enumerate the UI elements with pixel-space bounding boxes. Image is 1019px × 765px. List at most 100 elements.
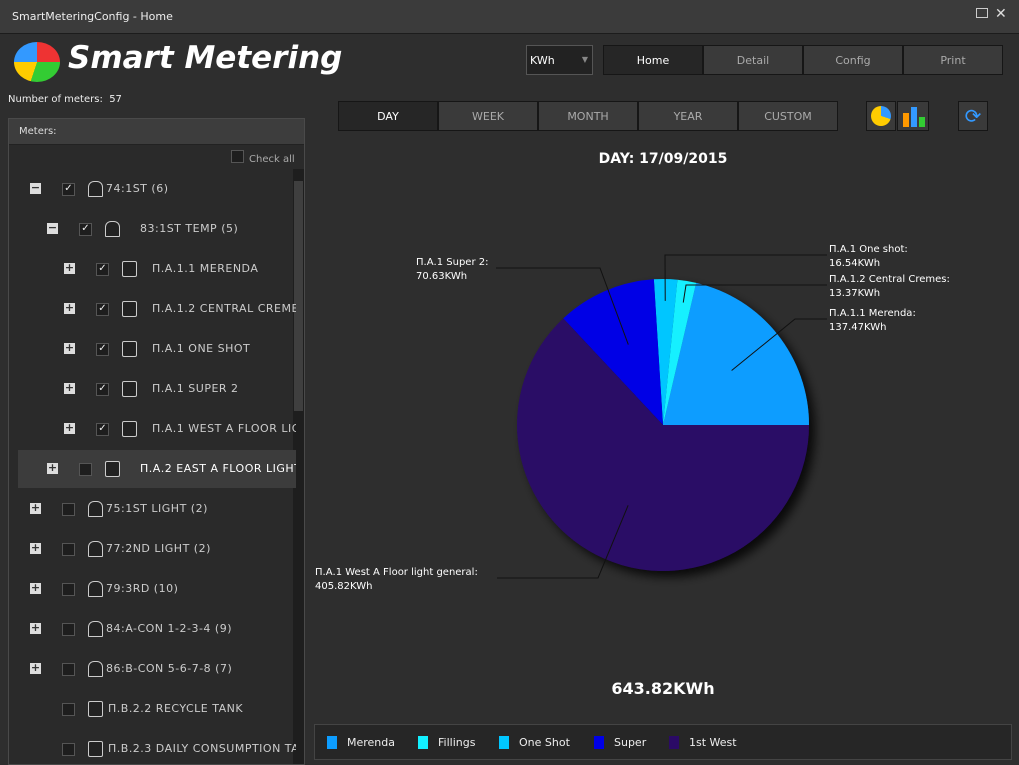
tree-row[interactable]: − ✓ 83:1ST TEMP (5) — [18, 210, 296, 248]
period-button[interactable]: YEAR — [638, 101, 738, 131]
meter-icon — [122, 421, 137, 437]
slice-value: 405.82KWh — [315, 581, 372, 592]
tree-row[interactable]: П.В.2.3 DAILY CONSUMPTION TANK — [18, 730, 296, 765]
period-button[interactable]: MONTH — [538, 101, 638, 131]
tree-row[interactable]: П.В.2.2 RECYCLE TANK — [18, 690, 296, 728]
period-button[interactable]: DAY — [338, 101, 438, 131]
checkbox[interactable]: ✓ — [79, 223, 92, 236]
pie-slice — [563, 279, 663, 425]
folder-icon — [105, 221, 120, 237]
tree-row[interactable]: + ✓ П.А.1 ONE SHOT — [18, 330, 296, 368]
expand-toggle[interactable]: + — [64, 341, 75, 354]
close-button[interactable]: ✕ — [995, 6, 1007, 22]
pie-slice — [663, 279, 697, 425]
folder-icon — [88, 181, 103, 197]
legend-swatch — [327, 736, 337, 749]
slice-name: П.А.1.1 Merenda: — [829, 308, 916, 319]
tree-row[interactable]: + ✓ П.А.1.2 CENTRAL CREMES — [18, 290, 296, 328]
nav-button[interactable]: Detail — [703, 45, 803, 75]
leader-line — [682, 284, 827, 303]
pie-slice — [517, 318, 809, 571]
expand-toggle[interactable]: + — [47, 461, 58, 474]
checkbox[interactable] — [62, 703, 75, 716]
scrollbar[interactable] — [293, 169, 304, 764]
expand-toggle[interactable]: + — [30, 661, 41, 674]
expand-toggle[interactable]: + — [30, 581, 41, 594]
tree-label: П.А.2 EAST A FLOOR LIGHT GENERAL — [140, 462, 296, 475]
tree-row[interactable]: + ✓ П.А.1.1 MERENDA — [18, 250, 296, 288]
period-button[interactable]: CUSTOM — [738, 101, 838, 131]
legend-label: Fillings — [438, 736, 476, 749]
expand-toggle[interactable]: + — [30, 621, 41, 634]
tree-label: П.А.1 ONE SHOT — [152, 342, 251, 355]
checkbox[interactable]: ✓ — [96, 343, 109, 356]
folder-icon — [88, 661, 103, 677]
checkbox[interactable]: ✓ — [96, 263, 109, 276]
unit-value: KWh — [530, 54, 555, 67]
tree-row[interactable]: +84:A-CON 1-2-3-4 (9) — [18, 610, 296, 648]
tree-row[interactable]: +79:3RD (10) — [18, 570, 296, 608]
nav-button[interactable]: Config — [803, 45, 903, 75]
meter-icon — [105, 461, 120, 477]
checkbox[interactable] — [62, 583, 75, 596]
legend-label: Merenda — [347, 736, 396, 749]
unit-dropdown[interactable]: KWh ▼ — [526, 45, 593, 75]
pie-view-button[interactable] — [866, 101, 896, 131]
checkbox[interactable] — [62, 543, 75, 556]
legend: Merenda Fillings One Shot Super 1st West — [314, 724, 1012, 760]
tree-row[interactable]: +75:1ST LIGHT (2) — [18, 490, 296, 528]
slice-name: П.А.1 Super 2: — [416, 257, 488, 268]
checkbox[interactable]: ✓ — [96, 303, 109, 316]
nav-button[interactable]: Print — [903, 45, 1003, 75]
period-button[interactable]: WEEK — [438, 101, 538, 131]
expand-toggle[interactable]: + — [64, 381, 75, 394]
expand-toggle[interactable]: − — [47, 221, 58, 234]
refresh-button[interactable]: ⟳ — [958, 101, 988, 131]
expand-toggle[interactable]: + — [64, 301, 75, 314]
tree-row[interactable]: + П.А.2 EAST A FLOOR LIGHT GENERAL — [18, 450, 296, 488]
meter-icon — [122, 301, 137, 317]
tree-row[interactable]: + ✓ П.А.1 SUPER 2 — [18, 370, 296, 408]
chart: DAY: 17/09/2015 643.82KWh П.А.1.1 Merend… — [315, 151, 950, 698]
tree-row[interactable]: − ✓ 74:1ST (6) — [18, 170, 296, 208]
scroll-thumb[interactable] — [294, 181, 303, 411]
expand-toggle[interactable]: + — [64, 261, 75, 274]
check-all[interactable]: Check all — [231, 149, 295, 165]
folder-icon — [88, 501, 103, 517]
tree-label: 79:3RD (10) — [106, 582, 179, 595]
tree-row[interactable]: +77:2ND LIGHT (2) — [18, 530, 296, 568]
meter-count-value: 57 — [109, 94, 122, 105]
tree-row[interactable]: +86:B-CON 5-6-7-8 (7) — [18, 650, 296, 688]
legend-label: Super — [614, 736, 647, 749]
slice-value: 137.47KWh — [829, 322, 886, 333]
checkbox[interactable] — [62, 623, 75, 636]
bar-view-button[interactable] — [897, 101, 929, 131]
leader-line — [497, 505, 629, 579]
expand-toggle[interactable]: + — [30, 541, 41, 554]
meter-count-label: Number of meters: — [8, 94, 103, 105]
expand-toggle[interactable]: + — [30, 501, 41, 514]
checkbox[interactable] — [79, 463, 92, 476]
expand-toggle[interactable]: − — [30, 181, 41, 194]
legend-swatch — [499, 736, 509, 749]
folder-icon — [88, 581, 103, 597]
app-title: Smart Metering — [68, 40, 343, 76]
slice-value: 13.37KWh — [829, 288, 880, 299]
checkbox[interactable]: ✓ — [96, 383, 109, 396]
expand-toggle[interactable]: + — [64, 421, 75, 434]
tree-row[interactable]: + ✓ П.А.1 WEST A FLOOR LIGHT GENERAL — [18, 410, 296, 448]
meter-count: Number of meters: 57 — [8, 94, 122, 105]
checkbox[interactable]: ✓ — [62, 183, 75, 196]
nav-button[interactable]: Home — [603, 45, 703, 75]
panel-title: Meters: — [9, 119, 304, 145]
tree-label: П.А.1 WEST A FLOOR LIGHT GENERAL — [152, 422, 296, 435]
checkbox[interactable] — [62, 663, 75, 676]
checkbox[interactable]: ✓ — [96, 423, 109, 436]
tree-label: 75:1ST LIGHT (2) — [106, 502, 208, 515]
checkbox[interactable] — [62, 503, 75, 516]
meter-icon — [122, 341, 137, 357]
maximize-button[interactable] — [976, 8, 988, 18]
legend-label: 1st West — [689, 736, 737, 749]
checkbox[interactable] — [62, 743, 75, 756]
meter-icon — [88, 741, 103, 757]
